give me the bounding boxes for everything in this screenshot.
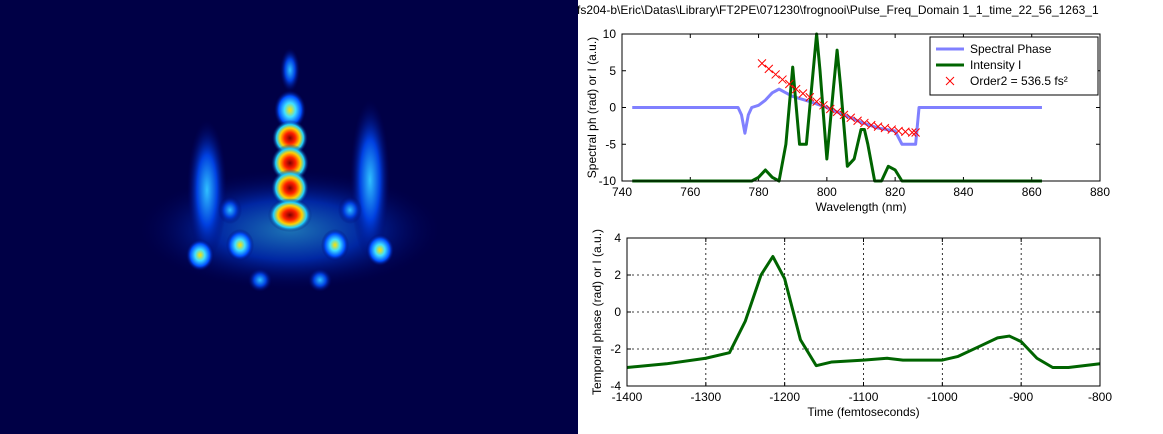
y-tick-label: -10 xyxy=(599,174,617,188)
legend-label: Spectral Phase xyxy=(970,42,1052,56)
x-tick-label: 880 xyxy=(1090,185,1110,199)
x-tick-label: 780 xyxy=(749,185,769,199)
x-axis-label: Time (femtoseconds) xyxy=(807,405,919,419)
plot-frame xyxy=(621,33,1101,182)
order2-marker xyxy=(846,113,856,123)
y-tick-label: 4 xyxy=(614,231,621,245)
y-tick-label: -5 xyxy=(605,137,616,151)
y-tick-label: -2 xyxy=(610,342,621,356)
legend-label: Order2 = 536.5 fs² xyxy=(970,74,1068,88)
y-tick-label: -4 xyxy=(610,379,621,393)
x-tick-label: -1300 xyxy=(690,390,721,404)
x-tick-label: -1100 xyxy=(849,390,879,404)
order2-marker xyxy=(894,126,903,136)
y-tick-label: 5 xyxy=(609,64,616,78)
x-tick-label: -800 xyxy=(1088,390,1112,404)
order2-marker xyxy=(901,127,910,137)
frog-trace-image xyxy=(0,0,578,434)
order2-marker xyxy=(887,125,897,134)
order2-marker xyxy=(873,122,883,131)
chart-title: fs204-b\Eric\Datas\Library\FT2PE\071230\… xyxy=(577,3,1099,17)
x-tick-label: 740 xyxy=(612,185,632,199)
order2-marker xyxy=(791,84,801,94)
x-tick-label: -1400 xyxy=(612,390,643,404)
order2-marker xyxy=(825,104,835,114)
y-tick-label: 2 xyxy=(614,268,621,282)
x-tick-label: -900 xyxy=(1009,390,1033,404)
order2-marker xyxy=(812,97,821,106)
y-tick-label: 0 xyxy=(614,305,621,319)
y-axis-label: Spectral ph (rad) or I (a.u.) xyxy=(585,37,599,178)
y-tick-label: 0 xyxy=(609,101,616,115)
y-tick-label: 10 xyxy=(603,27,617,41)
legend-marker xyxy=(945,76,955,86)
plot-frame xyxy=(626,237,1101,387)
order2-marker xyxy=(860,118,869,128)
x-tick-label: 800 xyxy=(817,185,837,199)
legend: Spectral Phase Intensity I Order2 = 536.5 … xyxy=(929,36,1099,96)
order2-marker xyxy=(832,107,842,117)
order2-marker xyxy=(866,120,876,130)
order2-marker xyxy=(798,89,808,98)
order2-marker xyxy=(778,75,787,84)
order2-marker xyxy=(911,128,920,137)
order2-marker xyxy=(771,70,780,79)
legend-label: Intensity I xyxy=(970,58,1021,72)
order2-marker xyxy=(839,110,849,120)
order2-marker xyxy=(757,59,767,68)
x-tick-label: -1000 xyxy=(927,390,958,404)
order2-marker xyxy=(880,123,890,133)
x-tick-label: -1200 xyxy=(769,390,800,404)
x-tick-label: 760 xyxy=(680,185,700,199)
series-line xyxy=(632,32,1042,183)
y-axis-label: Temporal phase (rad) or I (a.u.) xyxy=(590,229,604,395)
order2-marker xyxy=(764,64,774,74)
x-axis-label: Wavelength (nm) xyxy=(816,200,907,214)
order2-marker xyxy=(853,116,862,126)
order2-marker xyxy=(784,79,794,89)
order2-marker xyxy=(907,128,917,137)
series-line xyxy=(632,87,1042,146)
order2-marker xyxy=(805,92,815,102)
x-tick-label: 840 xyxy=(953,185,973,199)
order2-marker xyxy=(819,100,828,110)
series-line xyxy=(626,255,1101,369)
x-tick-label: 860 xyxy=(1022,185,1042,199)
x-tick-label: 820 xyxy=(885,185,905,199)
